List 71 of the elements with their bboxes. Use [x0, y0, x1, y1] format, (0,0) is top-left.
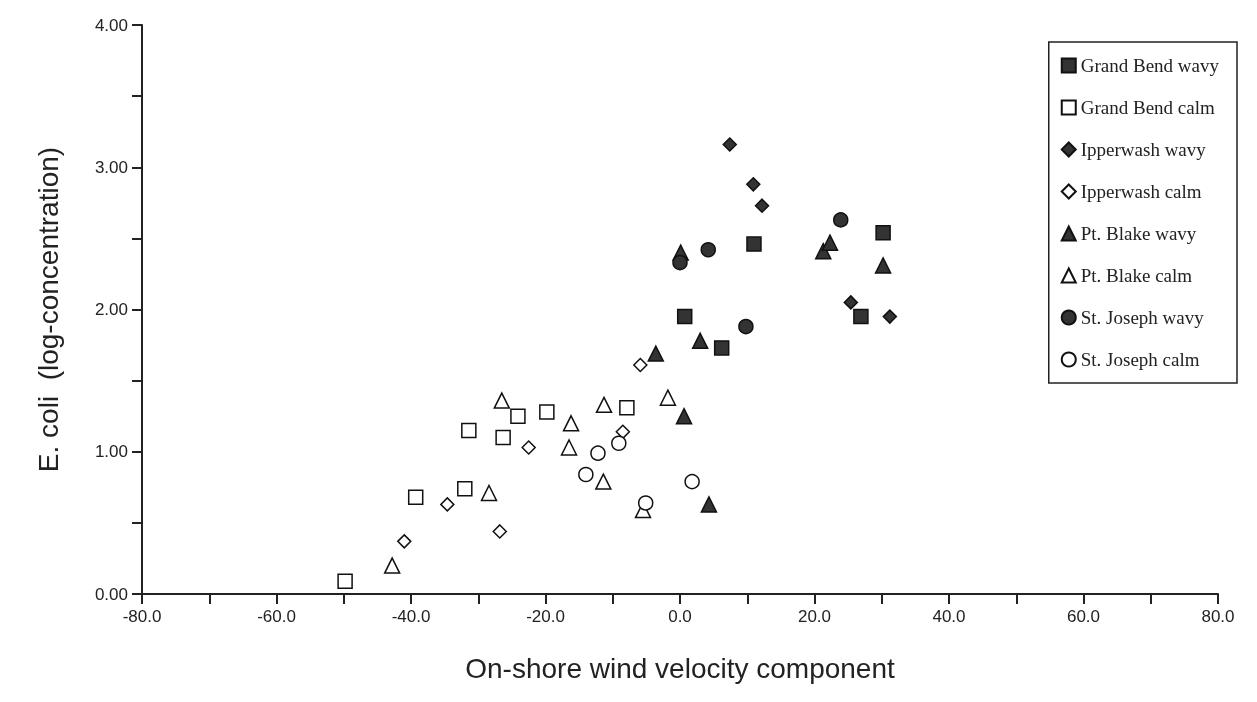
point — [659, 389, 677, 406]
y-tick-label: 3.00 — [94, 157, 128, 177]
x-tick-label: -20.0 — [526, 607, 565, 626]
point — [675, 407, 693, 425]
point — [480, 484, 498, 502]
point — [700, 242, 716, 258]
point — [713, 340, 730, 356]
point — [510, 408, 526, 424]
point — [746, 236, 762, 252]
point — [738, 318, 754, 335]
point — [383, 557, 401, 574]
x-tick-label: -40.0 — [391, 607, 431, 626]
point — [843, 295, 859, 310]
legend-label: Ipperwash calm — [1080, 181, 1202, 202]
point — [684, 473, 700, 490]
point — [440, 497, 455, 512]
legend-label: Pt. Blake wavy — [1080, 223, 1197, 244]
point — [560, 439, 578, 456]
y-tick-label: 2.00 — [94, 300, 128, 319]
y-axis-title: E. coli (log-concentration) — [32, 146, 64, 473]
point — [619, 399, 635, 416]
point — [633, 357, 648, 373]
legend-label: Grand Bend calm — [1080, 97, 1215, 118]
point — [882, 309, 898, 324]
legend-label: Pt. Blake calm — [1080, 265, 1193, 286]
point — [700, 496, 718, 513]
point — [521, 440, 536, 455]
y-tick-label: 0.00 — [94, 584, 128, 604]
point — [611, 435, 627, 451]
point — [691, 332, 709, 350]
legend-label: St. Joseph wavy — [1080, 307, 1205, 328]
point — [874, 257, 892, 274]
y-tick-label: 4.00 — [94, 15, 128, 35]
point — [562, 415, 580, 432]
point — [539, 404, 555, 420]
point — [637, 495, 654, 511]
y-tick-label: 1.00 — [94, 442, 128, 462]
legend-label: St. Joseph calm — [1080, 349, 1200, 370]
x-tick-label: 60.0 — [1066, 607, 1101, 626]
point — [492, 524, 508, 539]
x-tick-label: 40.0 — [932, 607, 966, 626]
point — [461, 422, 477, 439]
point — [647, 345, 665, 362]
point — [407, 489, 424, 506]
point — [676, 308, 693, 325]
point — [746, 177, 761, 192]
point — [875, 224, 891, 241]
point — [672, 254, 688, 271]
x-tick-label: -60.0 — [257, 607, 296, 626]
point — [754, 198, 770, 213]
legend-label: Ipperwash wavy — [1080, 139, 1207, 160]
point — [578, 466, 594, 483]
point — [832, 212, 849, 228]
point — [615, 424, 631, 440]
point — [495, 429, 511, 446]
point — [722, 137, 738, 152]
point — [337, 573, 353, 589]
point — [595, 396, 613, 414]
x-tick-label: 80.0 — [1201, 607, 1235, 626]
point — [853, 308, 869, 325]
x-axis-title: On-shore wind velocity component — [465, 652, 895, 684]
point — [397, 534, 412, 549]
point — [493, 392, 511, 409]
point — [821, 234, 839, 251]
point — [590, 445, 606, 461]
x-tick-label: -80.0 — [122, 607, 162, 626]
point — [595, 473, 612, 490]
point — [457, 480, 473, 497]
x-tick-label: 0.0 — [668, 607, 692, 626]
x-tick-label: 20.0 — [797, 607, 832, 626]
legend-label: Grand Bend wavy — [1080, 55, 1220, 76]
